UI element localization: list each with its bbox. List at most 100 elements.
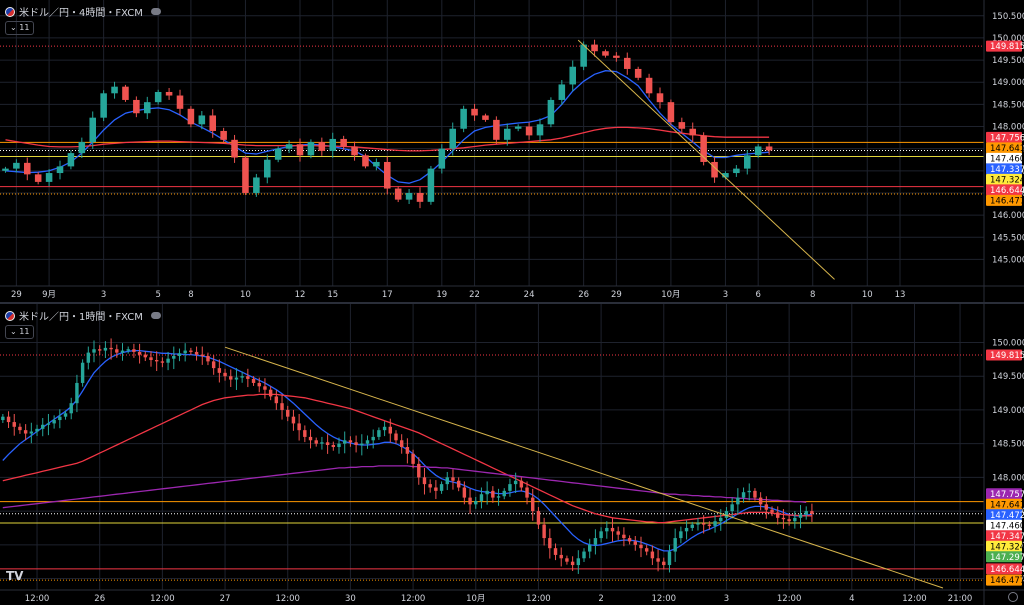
chart-pane-1h[interactable]: 150.000149.500149.000148.500148.000147.5… — [0, 304, 1024, 605]
candle-body — [741, 492, 746, 498]
x-tick-label: 12:00 — [401, 594, 426, 604]
candle-body — [362, 155, 369, 167]
level-label-147.641: 147.641 — [990, 144, 1024, 154]
candle-body — [56, 166, 64, 174]
level-label-bg — [986, 488, 1022, 500]
indicator-count-1h: 11 — [19, 327, 30, 336]
candle-body — [246, 376, 250, 379]
candle-body — [570, 561, 575, 566]
y-tick-label: 150.000 — [992, 34, 1024, 44]
candle-body — [253, 177, 260, 193]
candle-body — [493, 119, 500, 140]
visibility-eye-icon[interactable] — [150, 8, 161, 15]
candle-body — [384, 161, 391, 189]
candle-body — [89, 117, 96, 143]
candle-body — [776, 512, 780, 518]
chart-svg-1h[interactable]: 150.000149.500149.000148.500148.000147.5… — [0, 304, 1024, 605]
y-tick-label: 145.500 — [992, 233, 1024, 243]
candle-body — [86, 352, 91, 363]
x-tick-label: 12:00 — [652, 594, 677, 604]
candle-body — [588, 544, 592, 552]
x-tick-label: 17 — [382, 290, 393, 300]
candle-body — [354, 442, 358, 445]
chart-pane-4h[interactable]: 150.500 150.000 149.500 149.000 148.500 148.0… — [0, 0, 1024, 302]
indicator-count-4h: 11 — [19, 23, 30, 32]
pane-divider[interactable] — [0, 302, 1024, 304]
candle-body — [689, 128, 696, 136]
candle-body — [220, 130, 227, 140]
level-label-147.641: 147.641 — [990, 500, 1024, 510]
indicator-toggle-4h[interactable]: ⌄ 11 — [5, 21, 35, 35]
candle-body — [251, 378, 256, 383]
x-tick-label: 15 — [327, 290, 338, 300]
candle-body — [365, 440, 370, 444]
candle-body — [103, 347, 108, 351]
y-tick-label: 146.000 — [992, 211, 1024, 221]
candle-body — [242, 157, 249, 193]
x-tick-label: 26 — [578, 290, 589, 300]
settings-gear-icon[interactable] — [1008, 592, 1018, 602]
level-label-146.477: 146.477 — [990, 576, 1024, 586]
candle-body — [690, 524, 694, 528]
candle-body — [650, 551, 655, 559]
candle-body — [622, 534, 626, 539]
candle-body — [519, 480, 524, 488]
indicator-MA-red — [2, 393, 812, 524]
x-tick-label: 10月 — [466, 594, 485, 604]
candle-body — [351, 146, 358, 156]
candle-body — [471, 108, 478, 116]
candle-body — [23, 430, 28, 434]
candle-body — [449, 128, 456, 149]
candle-body — [468, 497, 472, 505]
y-tick-label: 145.000 — [992, 255, 1024, 265]
candle-body — [553, 548, 558, 555]
candle-body — [177, 353, 182, 356]
level-label-bg — [986, 163, 1022, 175]
visibility-eye-icon[interactable] — [150, 312, 161, 319]
x-tick-label: 3 — [723, 290, 728, 300]
candle-body — [13, 162, 20, 169]
candle-body — [711, 161, 718, 178]
candle-body — [286, 409, 290, 417]
candle-body — [122, 86, 129, 100]
candle-body — [804, 511, 808, 515]
candle-body — [307, 142, 315, 156]
candle-body — [394, 433, 398, 441]
candle-body — [223, 372, 227, 377]
chart-legend-4h[interactable]: 米ドル／円・4時間・FXCM — [5, 4, 161, 19]
candle-body — [428, 484, 432, 488]
candle-body — [678, 122, 686, 129]
candle-body — [137, 351, 142, 355]
x-tick-label: 30 — [345, 594, 356, 604]
candle-body — [274, 396, 279, 404]
candle-body — [111, 86, 118, 94]
candle-body — [416, 192, 424, 202]
candle-body — [18, 426, 22, 431]
candle-body — [98, 349, 102, 351]
candle-body — [144, 102, 151, 114]
x-tick-label: 8 — [810, 290, 815, 300]
chart-svg-4h[interactable]: 150.500 150.000 149.500 149.000 148.500 148.0… — [0, 0, 1024, 302]
candle-body — [78, 142, 86, 154]
candle-body — [405, 447, 410, 454]
candle-body — [92, 349, 96, 353]
candle-body — [126, 349, 130, 351]
y-tick-label: 149.000 — [992, 406, 1024, 416]
level-label-147.347: 147.347 — [990, 532, 1024, 542]
candle-body — [67, 153, 75, 167]
candle-body — [730, 504, 734, 512]
candle-body — [580, 44, 587, 67]
candle-body — [234, 377, 239, 380]
candle-body — [514, 126, 522, 129]
candle-body — [2, 168, 9, 171]
candle-body — [373, 161, 380, 167]
candle-body — [451, 477, 455, 481]
candle-body — [58, 416, 62, 421]
chart-legend-1h[interactable]: 米ドル／円・1時間・FXCM — [5, 308, 161, 323]
candle-body — [602, 51, 609, 56]
candle-body — [149, 357, 153, 361]
candle-body — [343, 440, 347, 444]
indicator-toggle-1h[interactable]: ⌄ 11 — [5, 325, 35, 339]
candle-body — [291, 416, 296, 424]
candle-body — [798, 514, 803, 518]
